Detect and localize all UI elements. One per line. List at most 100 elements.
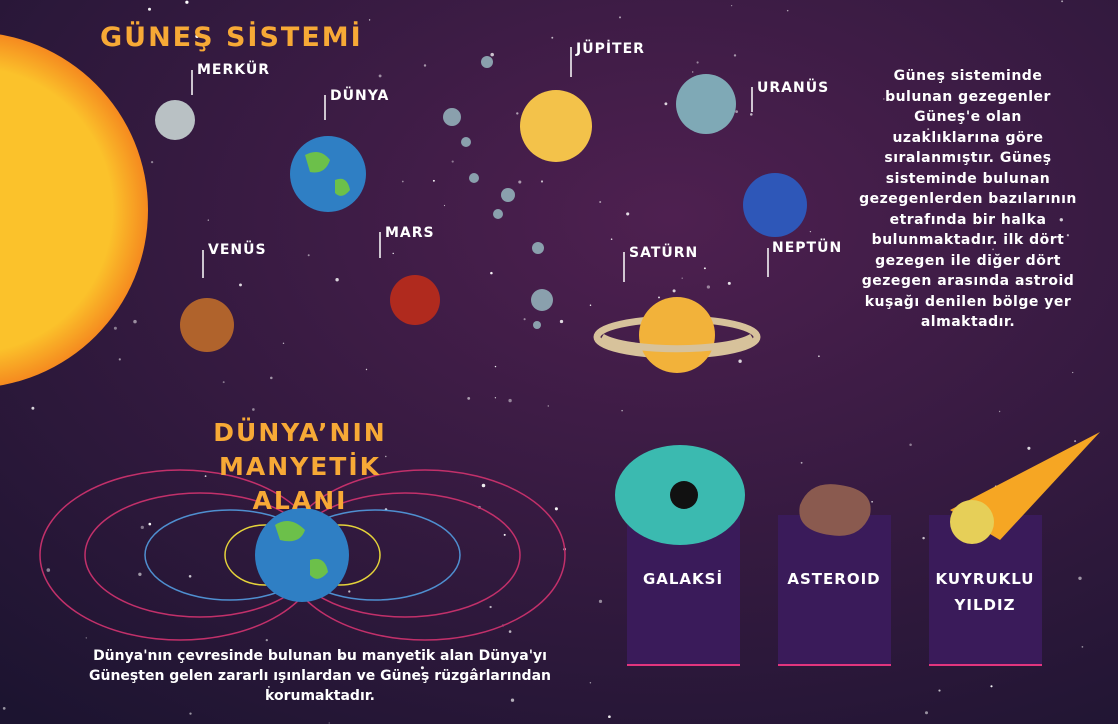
star — [673, 289, 676, 292]
star — [495, 366, 496, 367]
card-label: ASTEROID — [769, 566, 899, 592]
star — [658, 296, 660, 298]
magnetic-title: DÜNYA’NIN MANYETİK ALANI — [185, 416, 415, 518]
title: GÜNEŞ SİSTEMİ — [100, 22, 363, 53]
star — [801, 462, 803, 464]
star — [366, 369, 367, 370]
star — [548, 405, 549, 406]
star — [148, 8, 151, 11]
star — [626, 212, 629, 215]
star — [728, 282, 731, 285]
star — [189, 575, 192, 578]
star — [734, 54, 736, 56]
star — [810, 231, 811, 232]
star — [938, 690, 940, 692]
magnetic-text: Dünya'nın çevresinde bulunan bu manyetik… — [80, 646, 560, 706]
star — [31, 407, 34, 410]
description: Güneş sisteminde bulunan gezegenler Güne… — [858, 66, 1078, 333]
star — [1061, 0, 1063, 2]
star — [541, 180, 543, 182]
star — [223, 381, 225, 383]
star — [990, 685, 992, 687]
star — [621, 410, 623, 412]
star — [3, 707, 6, 710]
star — [1078, 577, 1081, 580]
planet-label: MARS — [385, 225, 435, 241]
star — [599, 201, 601, 203]
star — [922, 537, 924, 539]
star — [482, 484, 486, 488]
star — [508, 399, 511, 402]
mars — [390, 275, 440, 325]
star — [329, 722, 330, 723]
star — [490, 53, 494, 57]
star — [379, 74, 382, 77]
star — [518, 180, 521, 183]
card-label: KUYRUKLU YILDIZ — [920, 566, 1050, 618]
uranus — [676, 74, 736, 134]
star — [348, 590, 350, 592]
star — [138, 573, 141, 576]
planet-label: DÜNYA — [330, 88, 389, 104]
star — [119, 358, 121, 360]
star — [611, 238, 613, 240]
star — [871, 501, 873, 503]
comet — [950, 500, 994, 544]
planet-label: URANÜS — [757, 80, 829, 96]
star — [185, 1, 188, 4]
star — [560, 320, 563, 323]
star — [433, 180, 435, 182]
star — [731, 5, 732, 6]
star — [608, 715, 611, 718]
star — [369, 19, 370, 20]
jupiter — [520, 90, 592, 162]
star — [47, 568, 51, 572]
star — [114, 327, 117, 330]
star — [516, 112, 518, 114]
star — [599, 600, 602, 603]
star — [551, 37, 553, 39]
mercury — [155, 100, 195, 140]
star — [467, 397, 470, 400]
star — [697, 61, 699, 63]
star — [999, 411, 1000, 412]
earth — [290, 136, 366, 212]
infographic: GÜNEŞ SİSTEMİ MERKÜR DÜNYA VENÜS MARS JÜ… — [0, 0, 1118, 724]
star — [252, 408, 255, 411]
star — [208, 219, 209, 220]
star — [750, 113, 753, 116]
planet-label: VENÜS — [208, 242, 267, 258]
star — [504, 534, 506, 536]
star — [590, 682, 591, 683]
saturn — [639, 297, 715, 373]
card-label: GALAKSİ — [618, 566, 748, 592]
star — [489, 606, 491, 608]
star — [141, 526, 144, 529]
star — [490, 272, 493, 275]
galaxy-core — [670, 481, 698, 509]
star — [1074, 440, 1076, 442]
star — [738, 360, 741, 363]
star — [787, 10, 789, 12]
star — [393, 253, 394, 254]
planet-label: SATÜRN — [629, 245, 698, 261]
star — [151, 161, 153, 163]
star — [707, 285, 710, 288]
star — [555, 507, 558, 510]
star — [444, 205, 445, 206]
star — [619, 16, 621, 18]
planet-label: MERKÜR — [197, 62, 270, 78]
star — [283, 343, 284, 344]
star — [692, 71, 693, 72]
star — [704, 267, 706, 269]
star — [270, 377, 273, 380]
star — [682, 278, 683, 279]
star — [308, 254, 310, 256]
star — [148, 523, 151, 526]
star — [664, 102, 667, 105]
asteroid — [799, 484, 870, 536]
star — [524, 318, 526, 320]
star — [925, 711, 928, 714]
neptune — [743, 173, 807, 237]
star — [335, 278, 338, 281]
